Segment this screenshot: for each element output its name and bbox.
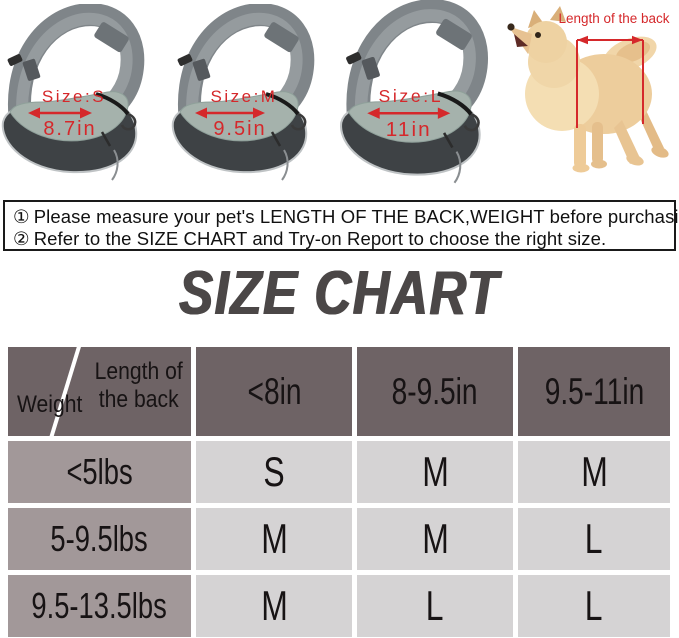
size-label: Size:M (211, 87, 278, 106)
length-label: 11in (386, 118, 432, 141)
size-cell: L (518, 575, 670, 637)
dog-front-leg-front (574, 124, 586, 168)
corner-column-axis-label: Length of the back (94, 358, 183, 413)
dog-hind-leg-near (614, 120, 640, 164)
size-cell: M (357, 441, 513, 503)
buckle (192, 58, 211, 81)
carrier-illustration: Size:S 8.7in (1, 4, 145, 181)
corner-row-axis-label: Weight (17, 391, 83, 418)
note-line-1: ① Please measure your pet's LENGTH OF THE… (13, 206, 679, 228)
dog-front-leg-back (592, 122, 603, 164)
size-cell: S (196, 441, 352, 503)
purchase-notes-box: ① Please measure your pet's LENGTH OF THE… (3, 200, 679, 251)
hero-section: Size:S 8.7in (0, 0, 679, 196)
carrier-size-m-figure: Size:M 9.5in (168, 4, 320, 186)
dog-illustration: Length of the back (507, 6, 670, 173)
size-label: Size:L (379, 86, 444, 106)
strap-pad (436, 18, 472, 50)
page-title: SIZE CHART (179, 259, 500, 328)
leash-clip (120, 112, 137, 131)
size-cell: L (357, 575, 513, 637)
length-label: 8.7in (43, 118, 96, 140)
size-cell: M (518, 441, 670, 503)
side-strap (177, 54, 193, 66)
size-cell: L (518, 508, 670, 570)
note-line-2: ② Refer to the SIZE CHART and Try-on Repo… (13, 228, 670, 250)
strap-pad (264, 22, 299, 53)
zipper-pull (442, 132, 454, 149)
dog-head (525, 21, 567, 63)
buckle (22, 58, 41, 81)
bag-interior (9, 91, 129, 142)
size-cell: M (357, 508, 513, 570)
dog-nose (507, 23, 515, 31)
leash-strap (95, 92, 130, 116)
dog-front-paw-front (572, 163, 590, 173)
buckle (361, 56, 380, 80)
side-strap (346, 52, 362, 65)
leash-strap (265, 92, 300, 116)
drawcord (281, 149, 289, 181)
size-label: Size:S (42, 87, 106, 106)
dog-hind-paw-far (651, 146, 669, 158)
column-header-lt8in: <8in (196, 347, 352, 436)
dog-front-paw-back (591, 159, 607, 169)
circled-1-bullet: ① (13, 206, 30, 227)
dog-open-mouth (514, 34, 528, 47)
bag-interior (179, 91, 299, 142)
dog-eye (535, 32, 541, 38)
drawcord (111, 149, 119, 181)
side-strap (7, 54, 23, 66)
row-header-5-9-5lbs: 5-9.5lbs (8, 508, 191, 570)
note-text-2: Refer to the SIZE CHART and Try-on Repor… (33, 228, 607, 249)
column-header-9-5-11in: 9.5-11in (518, 347, 670, 436)
width-arrow-icon (195, 107, 265, 119)
carrier-size-s-figure: Size:S 8.7in (0, 4, 150, 186)
dog-hind-paw-near (626, 154, 644, 166)
carrier-size-l-figure: Size:L 11in (336, 0, 494, 189)
drawcord (453, 151, 462, 184)
measure-bracket-icon (576, 35, 644, 128)
dog-measurement-figure: Length of the back (502, 2, 678, 174)
carrier-illustration: Size:L 11in (340, 0, 488, 184)
zipper-pull (100, 131, 112, 147)
strap-pad (94, 22, 129, 53)
table-corner-cell: Length of the back Weight (8, 347, 191, 436)
section-title-wrap: SIZE CHART (0, 258, 679, 334)
size-chart-table: Length of the back Weight <8in 8-9.5in 9… (8, 347, 670, 637)
width-arrow-icon (28, 107, 92, 119)
back-length-label: Length of the back (558, 11, 669, 26)
dog-ear-right (550, 6, 566, 22)
zipper-pull (270, 131, 282, 147)
row-header-lt5lbs: <5lbs (8, 441, 191, 503)
dog-tail-shade (615, 41, 651, 63)
width-arrow-icon (367, 107, 451, 119)
size-cell: M (196, 508, 352, 570)
leash-strap (437, 91, 473, 116)
leash-clip (290, 112, 307, 131)
row-header-9-5-13-5lbs: 9.5-13.5lbs (8, 575, 191, 637)
size-cell: M (196, 575, 352, 637)
bag-interior (347, 90, 472, 143)
circled-2-bullet: ② (13, 228, 30, 249)
length-label: 9.5in (213, 118, 266, 140)
column-header-8-9-5in: 8-9.5in (357, 347, 513, 436)
note-text-1: Please measure your pet's LENGTH OF THE … (33, 206, 679, 227)
leash-clip (463, 112, 480, 132)
carrier-illustration: Size:M 9.5in (171, 4, 315, 181)
